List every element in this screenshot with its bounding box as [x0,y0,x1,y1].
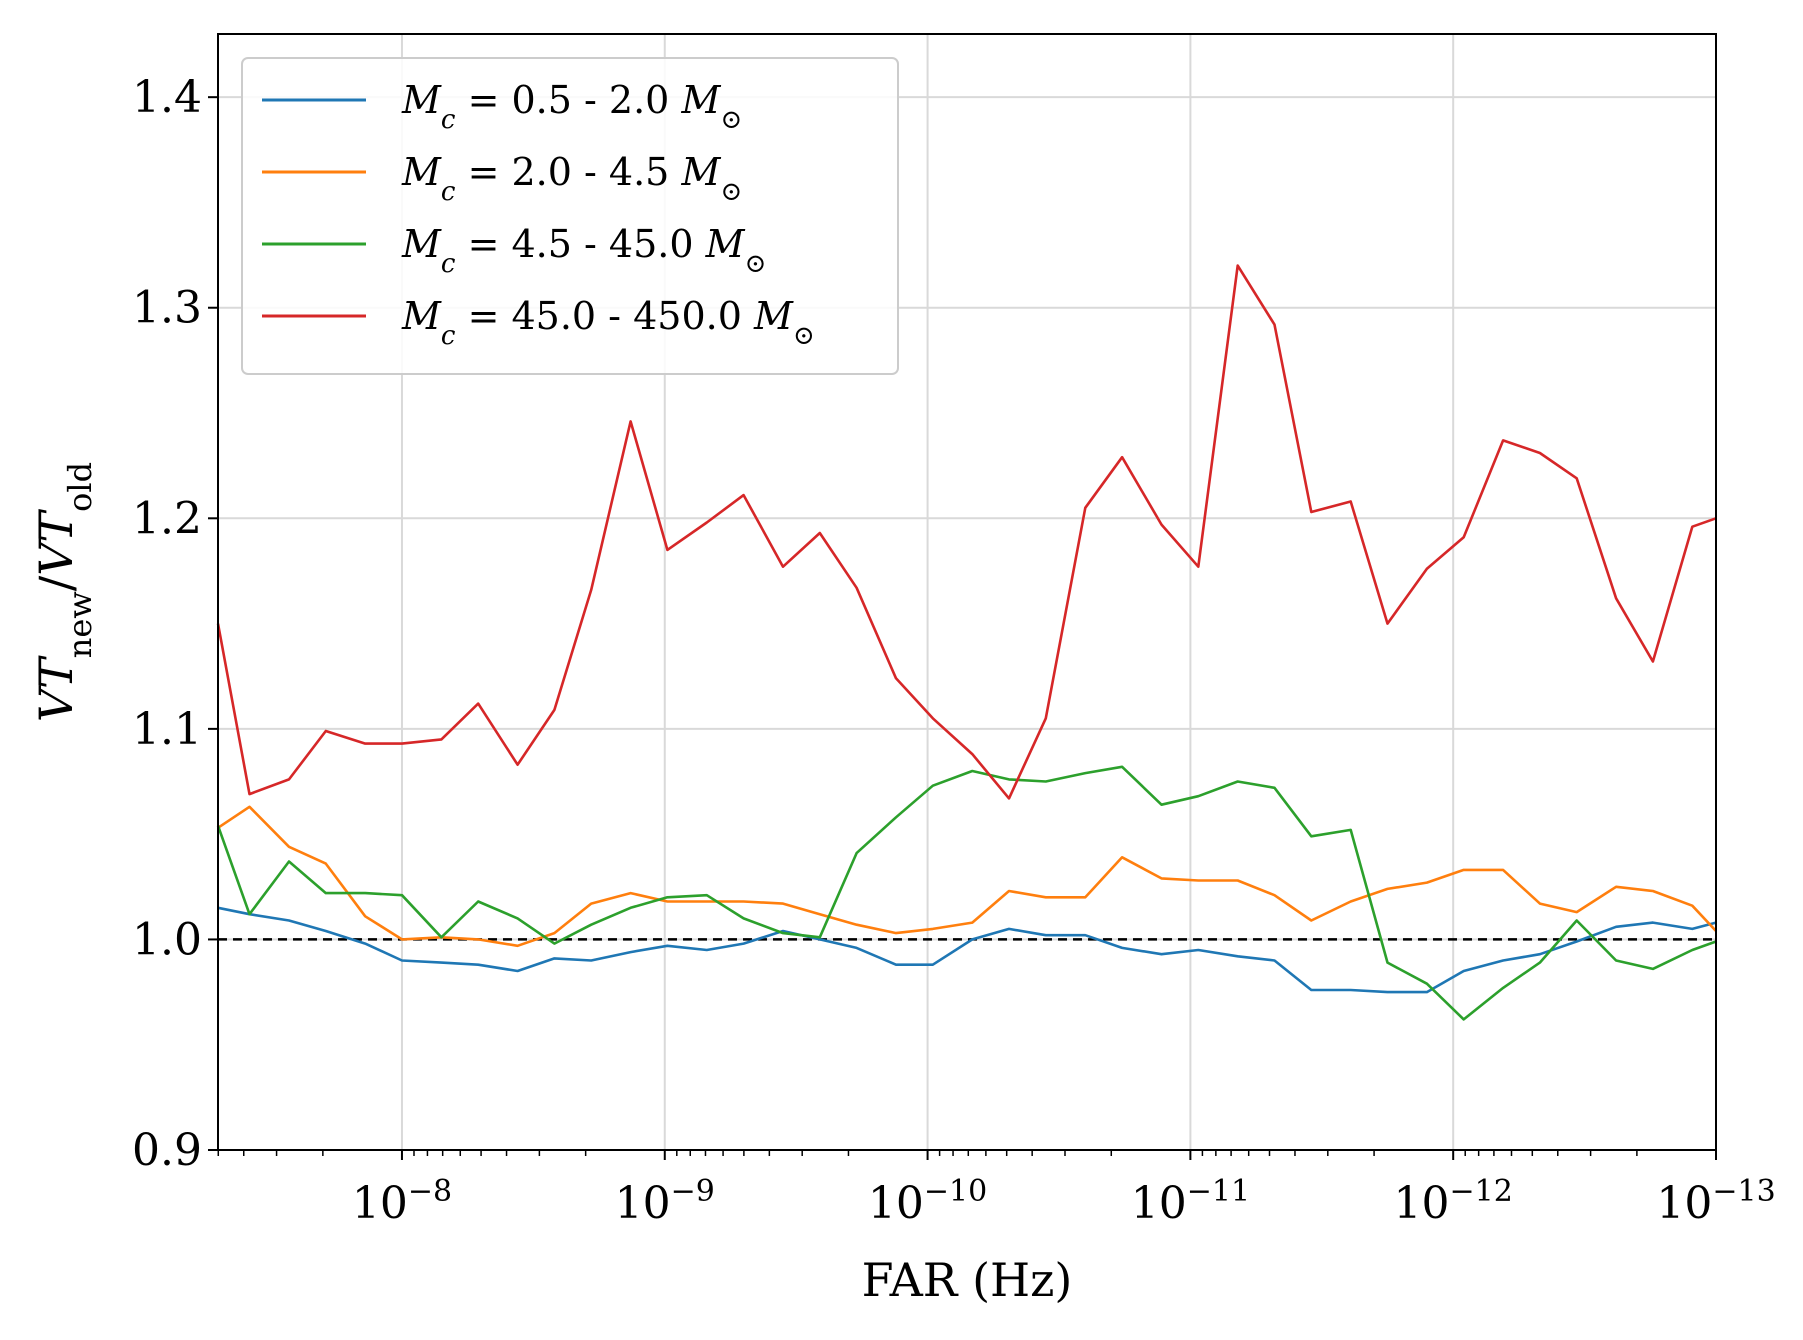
y-axis-label: VTnew/VTold [29,462,99,722]
y-tick-label: 1.0 [132,914,202,965]
y-label-den-base: VT [29,509,83,576]
legend-label-2: Mc = 2.0 - 4.5 M⊙ [401,150,742,207]
legend-label-4: Mc = 45.0 - 450.0 M⊙ [401,294,815,351]
y-label-num-base: VT [29,655,83,722]
y-tick-label: 1.4 [132,72,202,123]
y-tick-label: 1.1 [132,704,202,755]
y-label-num-sub: new [61,591,99,658]
axis-tick-labels: 0.9 1.0 1.1 1.2 1.3 1.4 10−8 10−9 10−10 10−11 10−1… [132,72,1776,1229]
legend: Mc = 0.5 - 2.0 M⊙ Mc = 2.0 - 4.5 M⊙ Mc = 4… [241,57,899,375]
series-line-3 [216,765,1717,1021]
y-label-divider: / [29,575,83,591]
series-line-4 [216,264,1717,800]
series-line-1 [217,906,1717,994]
legend-label-3: Mc = 4.5 - 45.0 M⊙ [401,222,766,279]
series-layer [216,264,1717,1021]
y-tick-label: 0.9 [132,1125,202,1176]
x-tick-label: 10−10 [868,1174,987,1230]
y-label-den-sub: old [61,462,99,512]
x-tick-label: 10−13 [1656,1174,1775,1230]
legend-label-1: Mc = 0.5 - 2.0 M⊙ [401,78,742,135]
legend-entries: Mc = 0.5 - 2.0 M⊙ Mc = 2.0 - 4.5 M⊙ Mc = 4… [262,78,815,351]
x-tick-label: 10−9 [615,1174,715,1230]
series-line-2 [217,805,1717,948]
axis-ticks [208,96,1717,1160]
plot-frame [217,33,1717,1151]
x-tick-label: 10−12 [1394,1174,1513,1230]
y-tick-label: 1.2 [132,493,202,544]
y-tick-label: 1.3 [132,283,202,334]
x-axis-label: FAR (Hz) [862,1253,1073,1307]
x-tick-label: 10−8 [352,1174,452,1230]
x-tick-label: 10−11 [1131,1174,1250,1230]
legend-box [241,57,899,375]
